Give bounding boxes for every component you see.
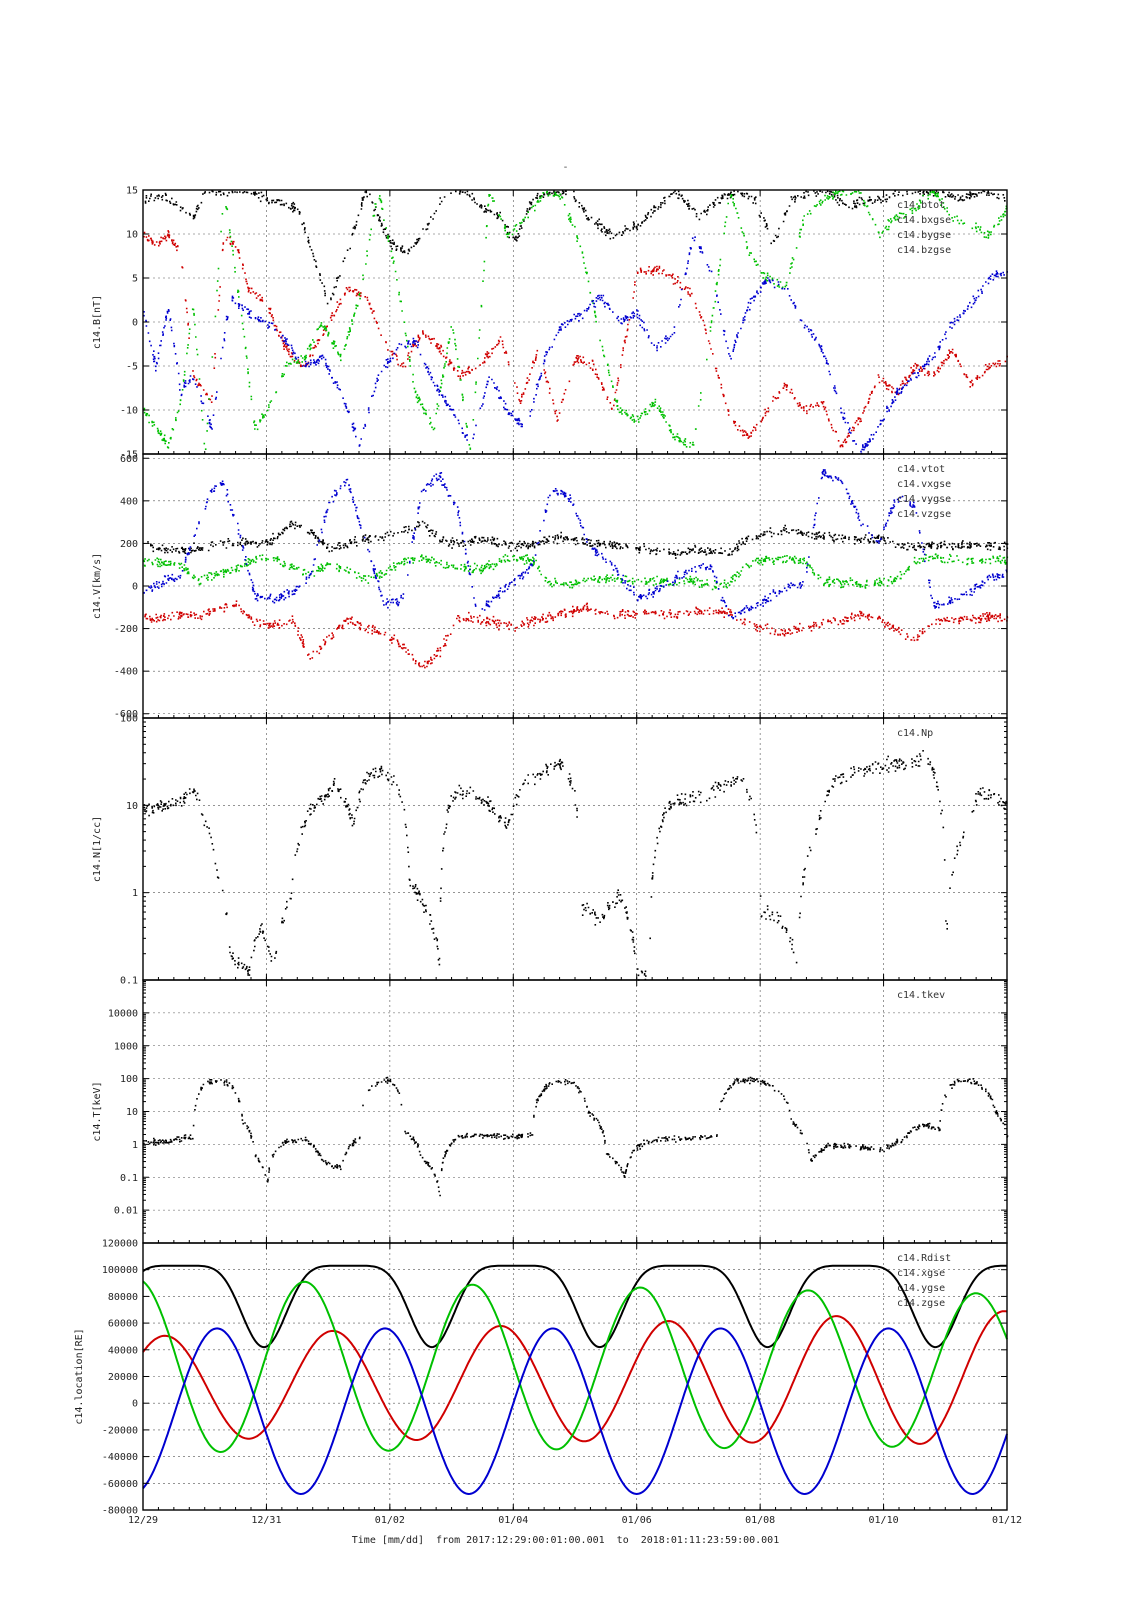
panel-1-ytick-label: 0 bbox=[132, 318, 138, 329]
axes-layer: -15-10-5051015c14.B[nT]c14.btotc14.bxgse… bbox=[74, 186, 1022, 1527]
series-c14.vtot bbox=[147, 520, 1009, 559]
xtick-label: 01/02 bbox=[375, 1515, 405, 1526]
panel-1-legend-entry: c14.bzgse bbox=[897, 245, 951, 256]
panel-5-legend-entry: c14.zgse bbox=[897, 1298, 945, 1309]
panel-2-legend-entry: c14.vxgse bbox=[897, 479, 951, 490]
panel-2-ytick-label: -200 bbox=[114, 624, 138, 635]
panel-4-legend-entry: c14.tkev bbox=[897, 990, 945, 1001]
panel-5-ytick-label: 60000 bbox=[108, 1319, 138, 1330]
panel-1-ytick-label: -5 bbox=[126, 362, 138, 373]
panel-5-ytick-label: -40000 bbox=[102, 1452, 138, 1463]
series-c14.tkev bbox=[143, 1076, 1009, 1197]
panel-1-legend-entry: c14.btot bbox=[897, 200, 945, 211]
series-c14.zgse bbox=[142, 1327, 1008, 1496]
panel-2-legend-entry: c14.vtot bbox=[897, 464, 945, 475]
panel-3-series bbox=[143, 750, 1008, 981]
xtick-label: 01/12 bbox=[992, 1515, 1022, 1526]
panel-5-legend-entry: c14.xgse bbox=[897, 1268, 945, 1279]
panel-4-ytick-label: 10 bbox=[126, 1107, 138, 1118]
panel-2-ylabel: c14.V[km/s] bbox=[92, 553, 103, 619]
panel-5-ytick-label: 0 bbox=[132, 1399, 138, 1410]
panel-3-ytick-label: 10 bbox=[126, 801, 138, 812]
panel-3-frame bbox=[142, 717, 1008, 981]
panel-3-legend-entry: c14.Np bbox=[897, 728, 933, 739]
series-c14.Np bbox=[143, 750, 1008, 981]
panel-4-series bbox=[143, 1076, 1009, 1197]
series-c14.ygse bbox=[142, 1280, 1008, 1454]
panel-2-ytick-label: 200 bbox=[120, 539, 138, 550]
series-c14.bxgse bbox=[143, 230, 1008, 448]
panel-4-ylabel: c14.T[keV] bbox=[92, 1081, 103, 1141]
panel-1-ytick-label: -15 bbox=[120, 450, 138, 461]
panel-3-ytick-label: 100 bbox=[120, 714, 138, 725]
panel-2-ytick-label: 600 bbox=[120, 454, 138, 465]
panel-5-legend-entry: c14.ygse bbox=[897, 1283, 945, 1294]
xtick-label: 01/04 bbox=[498, 1515, 528, 1526]
panel-2-ytick-label: -600 bbox=[114, 709, 138, 720]
panel-1-legend-entry: c14.bxgse bbox=[897, 215, 951, 226]
panel-4-ytick-label: 1 bbox=[132, 1140, 138, 1151]
panel-2-ytick-label: -400 bbox=[114, 667, 138, 678]
chart-title: - bbox=[562, 162, 569, 173]
panel-5-ytick-label: 80000 bbox=[108, 1292, 138, 1303]
panel-5-ytick-label: 120000 bbox=[102, 1239, 138, 1250]
panel-3-ytick-label: 1 bbox=[132, 888, 138, 899]
panel-4-ytick-label: 1000 bbox=[114, 1041, 138, 1052]
panel-1-ylabel: c14.B[nT] bbox=[92, 295, 103, 349]
panel-2-legend-entry: c14.vygse bbox=[897, 494, 951, 505]
panel-5-ylabel: c14.location[RE] bbox=[74, 1328, 85, 1424]
data-layer bbox=[142, 190, 1009, 1496]
panel-4-ytick-label: 100 bbox=[120, 1074, 138, 1085]
panel-5-series bbox=[142, 1264, 1008, 1496]
series-c14.vxgse bbox=[144, 600, 1009, 669]
panel-4-ytick-label: 0.1 bbox=[120, 1173, 138, 1184]
x-axis-label: Time [mm/dd] from 2017:12:29:00:01:00.00… bbox=[351, 1535, 780, 1546]
panel-5-ytick-label: -80000 bbox=[102, 1506, 138, 1517]
panel-1-ytick-label: 5 bbox=[132, 274, 138, 285]
panel-5-legend-entry: c14.Rdist bbox=[897, 1253, 951, 1264]
panel-1-legend-entry: c14.bygse bbox=[897, 230, 951, 241]
xtick-label: 01/08 bbox=[745, 1515, 775, 1526]
xtick-label: 01/06 bbox=[622, 1515, 652, 1526]
panel-2-ytick-label: 400 bbox=[120, 496, 138, 507]
panel-1-ytick-label: 10 bbox=[126, 230, 138, 241]
panel-3-ylabel: c14.N[1/cc] bbox=[92, 816, 103, 882]
panel-3-ytick-label: 0.1 bbox=[120, 976, 138, 987]
panel-4-ytick-label: 0.01 bbox=[114, 1206, 138, 1217]
panel-5-ytick-label: -60000 bbox=[102, 1479, 138, 1490]
xtick-label: 12/29 bbox=[128, 1515, 158, 1526]
panel-1-ytick-label: -10 bbox=[120, 406, 138, 417]
panel-1-series bbox=[143, 190, 1009, 455]
panel-2-legend-entry: c14.vzgse bbox=[897, 509, 951, 520]
panel-5-ytick-label: 40000 bbox=[108, 1345, 138, 1356]
grid-layer bbox=[143, 190, 1007, 1510]
xtick-label: 01/10 bbox=[869, 1515, 899, 1526]
panel-1-ytick-label: 15 bbox=[126, 186, 138, 197]
panel-2-ytick-label: 0 bbox=[132, 582, 138, 593]
panel-4-ytick-label: 10000 bbox=[108, 1008, 138, 1019]
panel-5-ytick-label: 20000 bbox=[108, 1372, 138, 1383]
panel-5-ytick-label: 100000 bbox=[102, 1265, 138, 1276]
series-c14.bzgse bbox=[143, 236, 1009, 455]
panel-5-ytick-label: -20000 bbox=[102, 1425, 138, 1436]
panel-5-frame bbox=[142, 1242, 1008, 1511]
series-c14.Rdist bbox=[142, 1264, 1007, 1349]
xtick-label: 12/31 bbox=[251, 1515, 281, 1526]
series-c14.vygse bbox=[143, 553, 1009, 591]
series-c14.btot bbox=[144, 190, 1006, 305]
panel-2-series bbox=[143, 469, 1009, 669]
series-c14.xgse bbox=[142, 1310, 1008, 1445]
